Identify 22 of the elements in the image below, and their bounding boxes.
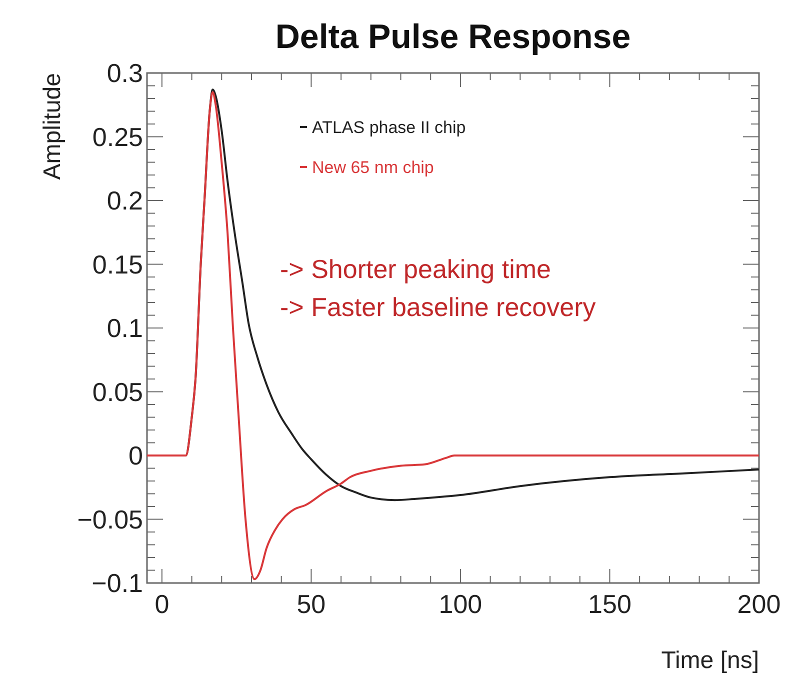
legend-label: New 65 nm chip bbox=[312, 158, 434, 177]
x-tick-label: 200 bbox=[737, 589, 781, 619]
y-tick-label: 0.1 bbox=[106, 313, 143, 343]
annotation: -> Faster baseline recovery bbox=[280, 292, 596, 322]
y-tick-label: 0 bbox=[128, 440, 143, 470]
y-tick-label: 0.15 bbox=[92, 249, 143, 280]
x-tick-label: 0 bbox=[154, 589, 170, 619]
x-tick-label: 100 bbox=[438, 589, 482, 619]
x-axis-title: Time [ns] bbox=[661, 647, 759, 674]
y-tick-label: 0.05 bbox=[92, 376, 143, 407]
x-tick-label: 150 bbox=[588, 589, 632, 619]
y-tick-label: −0.1 bbox=[92, 568, 143, 598]
y-tick-label: 0.25 bbox=[92, 122, 143, 152]
legend-label: ATLAS phase II chip bbox=[312, 118, 466, 137]
y-tick-label: −0.05 bbox=[77, 504, 143, 534]
chart-title: Delta Pulse Response bbox=[275, 18, 631, 56]
y-tick-label: 0.3 bbox=[106, 58, 143, 88]
line-series bbox=[147, 91, 759, 580]
x-tick-label: 50 bbox=[296, 589, 326, 619]
y-tick-label: 0.2 bbox=[106, 186, 143, 216]
y-axis-title: Amplitude bbox=[39, 73, 66, 180]
annotation: -> Shorter peaking time bbox=[280, 254, 551, 284]
